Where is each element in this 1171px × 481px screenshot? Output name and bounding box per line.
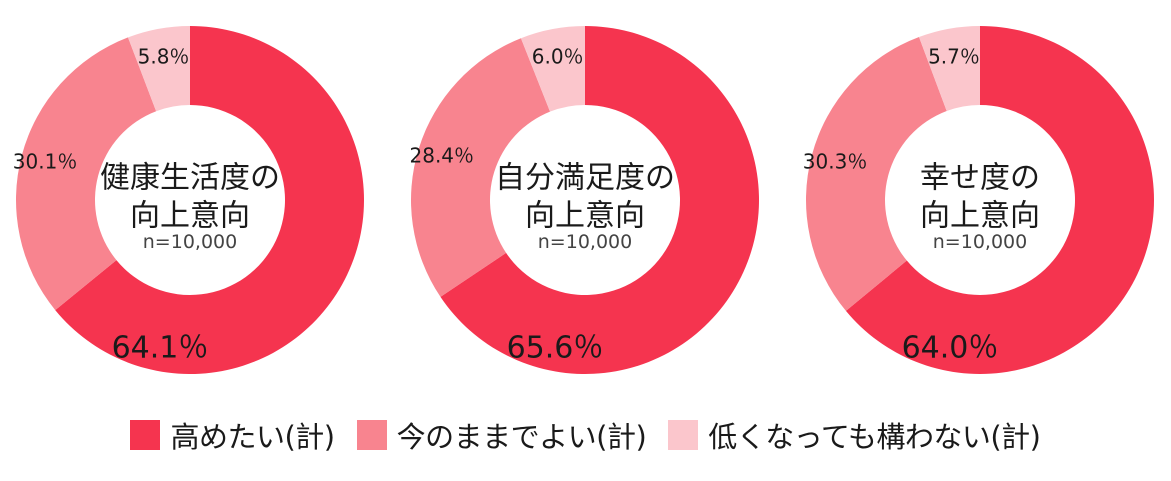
slice-label-lower: 5.7％ (928, 44, 980, 68)
legend-label-keep: 今のままでよい(計) (396, 420, 647, 454)
donut-center-title: 幸せ度の (920, 161, 1040, 196)
slice-label-keep: 30.1％ (13, 149, 78, 173)
slice-label-keep: 30.3％ (803, 149, 868, 173)
legend-item-keep: 今のままでよい(計) (356, 414, 647, 456)
slice-label-lower: 6.0％ (532, 45, 584, 69)
donut-slice-keep (806, 37, 947, 311)
donut-center-title: 自分満足度の (495, 161, 675, 196)
legend-item-lower: 低くなっても構わない(計) (668, 414, 1041, 456)
donut-slice-lower (127, 26, 190, 112)
slice-label-raise: 64.0％ (902, 331, 999, 366)
legend: 高めたい(計) 今のままでよい(計) 低くなっても構わない(計) (0, 414, 1171, 456)
donut-charts: 64.1％30.1％5.8％健康生活度の向上意向n=10,00065.6％28.… (13, 26, 1154, 375)
donut-slice-keep (16, 37, 157, 311)
donut-slice-raise (845, 26, 1154, 374)
donut-slice-lower (919, 26, 980, 112)
donut-center-title: 向上意向 (525, 199, 645, 234)
donut-center-n: n=10,000 (143, 231, 237, 253)
donut-center-n: n=10,000 (538, 231, 632, 253)
donut-slice-keep (411, 38, 551, 297)
donut-center-title: 向上意向 (920, 199, 1040, 234)
slice-label-keep: 28.4％ (410, 143, 475, 167)
legend-label-raise: 高めたい(計) (170, 420, 335, 454)
legend-swatch-lower (668, 420, 699, 450)
slice-label-raise: 65.6％ (507, 331, 604, 366)
legend-swatch-raise (130, 420, 161, 450)
slice-label-raise: 64.1％ (112, 331, 209, 366)
slice-label-lower: 5.8％ (138, 44, 190, 68)
donut-center-n: n=10,000 (933, 231, 1027, 253)
legend-item-raise: 高めたい(計) (130, 414, 335, 456)
donut-slice-raise (55, 26, 364, 375)
donut-slice-raise (440, 26, 760, 374)
legend-label-lower: 低くなっても構わない(計) (708, 420, 1041, 454)
donut-center-title: 向上意向 (130, 199, 250, 234)
donut-center-title: 健康生活度の (100, 161, 280, 196)
donut-slice-lower (520, 26, 585, 112)
legend-swatch-keep (356, 420, 387, 450)
